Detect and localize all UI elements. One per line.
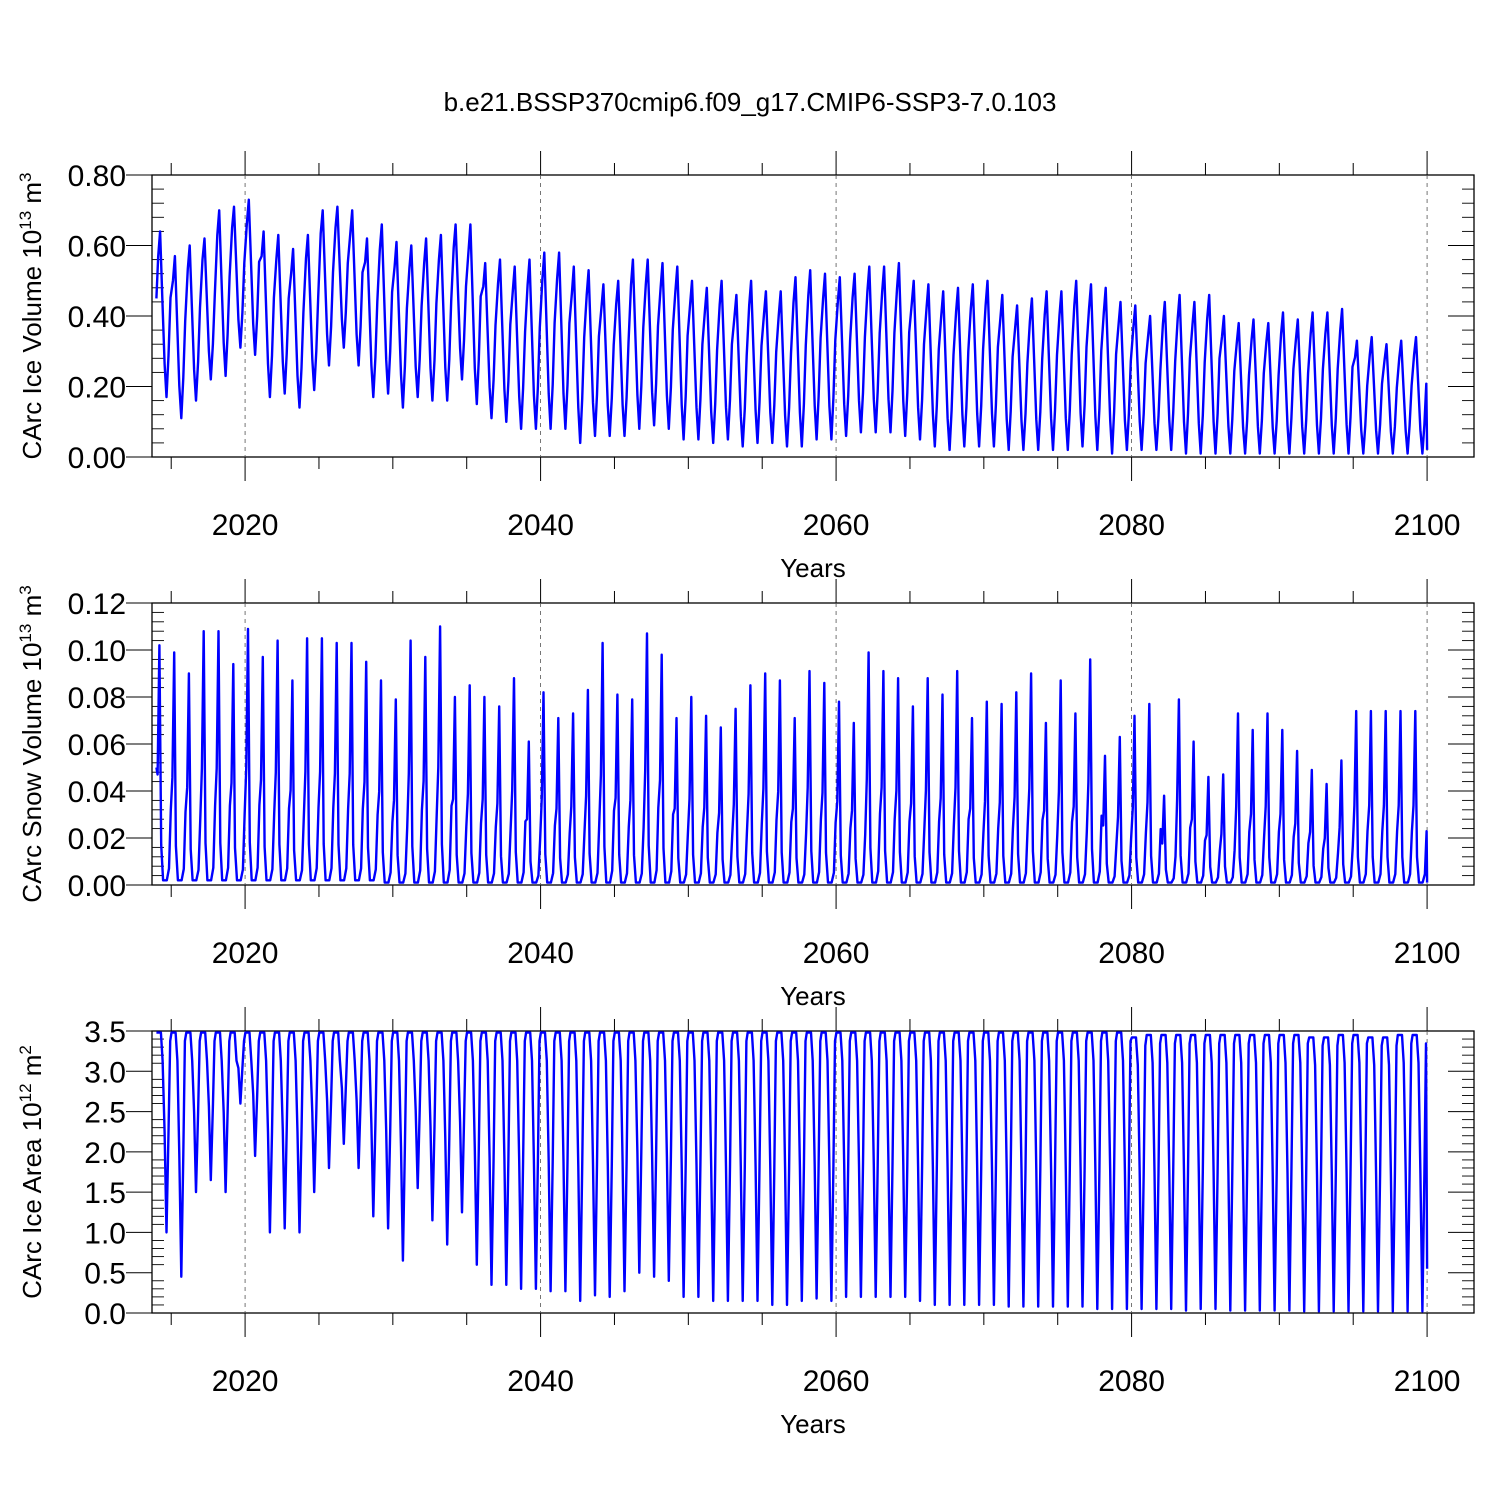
y-tick-label: 0.60 xyxy=(68,231,126,264)
y-axis-label: CArc Ice Area 1012 m2 xyxy=(16,1045,47,1299)
x-tick-label: 2060 xyxy=(803,509,870,542)
x-tick-label: 2040 xyxy=(507,509,574,542)
y-tick-label: 0.40 xyxy=(68,301,126,334)
series-line xyxy=(155,625,1429,884)
y-tick-label: 2.0 xyxy=(84,1137,126,1170)
y-tick-label: 3.0 xyxy=(84,1056,126,1089)
chart-panel-1: 2020 2040 2060 2080 2100 0.00 0.20 0.40 0.60 0.80… xyxy=(16,151,1475,583)
y-tick-label: 1.5 xyxy=(84,1177,126,1210)
y-tick-label: 0.80 xyxy=(68,160,126,193)
plot-frame xyxy=(151,174,1475,458)
y-tick-label: 0.00 xyxy=(68,442,126,475)
x-tick-label: 2020 xyxy=(212,509,279,542)
y-tick-label: 2.5 xyxy=(84,1097,126,1130)
x-tick-label: 2020 xyxy=(212,1365,279,1398)
y-tick-label: 0.10 xyxy=(68,635,126,668)
x-tick-label: 2040 xyxy=(507,937,574,970)
x-axis-label: Years xyxy=(780,1409,846,1439)
x-tick-label: 2060 xyxy=(803,937,870,970)
y-tick-label: 0.06 xyxy=(68,729,126,762)
y-tick-label: 1.0 xyxy=(84,1217,126,1250)
series-line xyxy=(155,198,1429,455)
x-tick-label: 2100 xyxy=(1394,1365,1461,1398)
y-axis-label: CArc Ice Volume 1013 m3 xyxy=(16,172,47,459)
y-tick-label: 0.12 xyxy=(68,588,126,621)
y-tick-label: 0.04 xyxy=(68,776,126,809)
y-tick-label: 0.5 xyxy=(84,1258,126,1291)
y-tick-label: 0.20 xyxy=(68,372,126,405)
series-line xyxy=(155,1031,1429,1313)
y-tick-label: 0.0 xyxy=(84,1298,126,1331)
y-axis-label: CArc Snow Volume 1013 m3 xyxy=(16,585,47,902)
x-tick-label: 2040 xyxy=(507,1365,574,1398)
y-tick-label: 0.08 xyxy=(68,682,126,715)
figure-title: b.e21.BSSP370cmip6.f09_g17.CMIP6-SSP3-7.… xyxy=(444,87,1057,117)
y-tick-label: 0.02 xyxy=(68,823,126,856)
x-tick-label: 2080 xyxy=(1098,937,1165,970)
y-tick-label: 3.5 xyxy=(84,1016,126,1049)
x-tick-label: 2060 xyxy=(803,1365,870,1398)
x-axis-label: Years xyxy=(780,553,846,583)
chart-panel-3: 2020 2040 2060 2080 2100 0.0 0.5 1.0 1.5 2.0 2.5 3.… xyxy=(16,1007,1475,1439)
y-tick-label: 0.00 xyxy=(68,870,126,903)
x-tick-label: 2100 xyxy=(1394,509,1461,542)
x-tick-label: 2080 xyxy=(1098,509,1165,542)
x-axis-label: Years xyxy=(780,981,846,1011)
chart-panel-2: 2020 2040 2060 2080 2100 0.00 0.02 0.04 0.06 0.08… xyxy=(16,579,1475,1011)
plot-frame xyxy=(151,1030,1475,1314)
x-tick-label: 2020 xyxy=(212,937,279,970)
x-tick-label: 2080 xyxy=(1098,1365,1165,1398)
x-tick-label: 2100 xyxy=(1394,937,1461,970)
